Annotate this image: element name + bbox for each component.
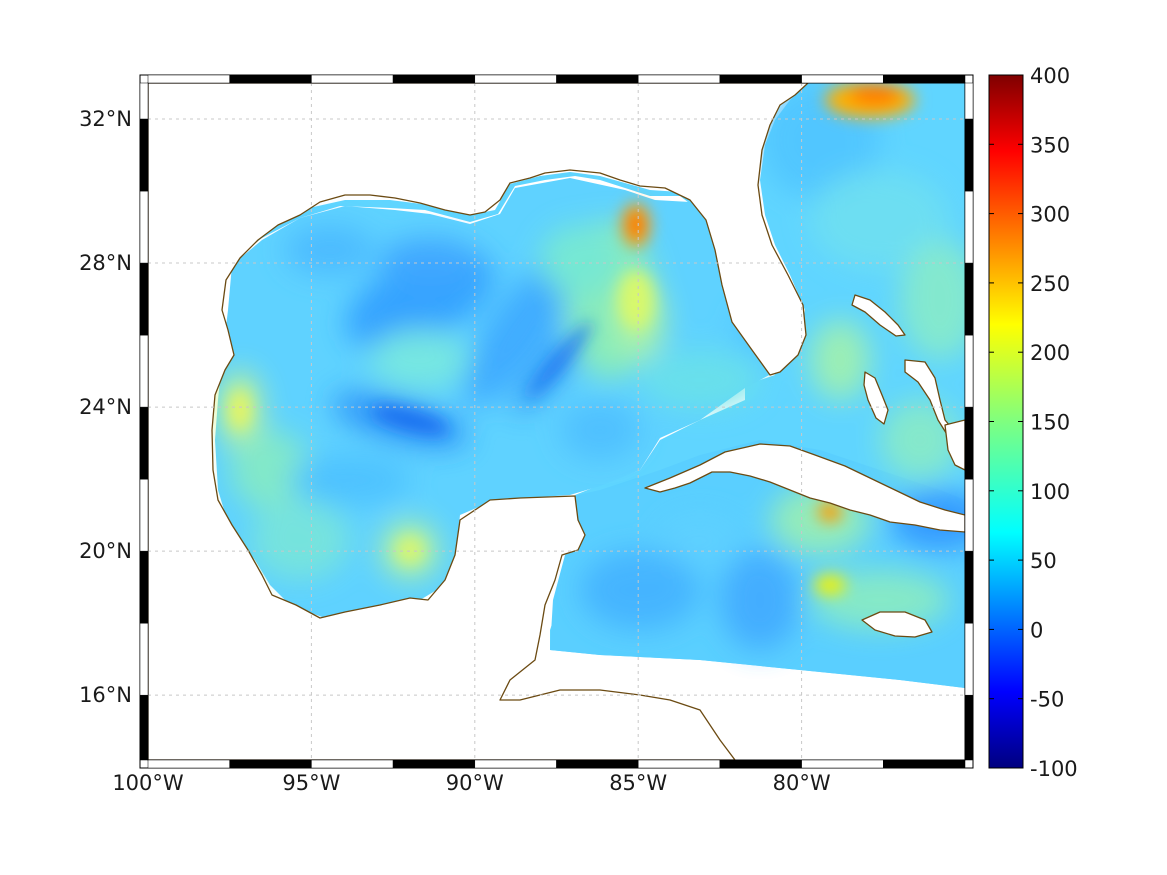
frame-bar-top xyxy=(392,74,476,84)
land-andros xyxy=(863,371,889,425)
frame-bar-bottom xyxy=(637,759,721,769)
land-abaco xyxy=(851,294,906,337)
land-jamaica xyxy=(861,611,933,638)
land-north-america xyxy=(148,83,809,760)
frame-bar-left xyxy=(139,478,149,552)
frame-bar-bottom xyxy=(801,759,884,769)
frame-bar-bottom xyxy=(883,759,966,769)
frame-bar-top xyxy=(556,74,639,84)
colorbar-tick-label: 400 xyxy=(1030,64,1070,88)
frame-bar-right xyxy=(964,550,974,624)
colorbar-tick-label: 200 xyxy=(1030,341,1070,365)
frame-bar-top xyxy=(147,74,230,84)
frame-bar-left xyxy=(139,334,149,408)
lon-tick-label: 100°W xyxy=(112,771,184,795)
frame-bar-right xyxy=(964,478,974,552)
frame-bar-top xyxy=(311,74,394,84)
frame-bar-bottom xyxy=(474,759,557,769)
frame-bar-top xyxy=(883,74,966,84)
colorbar-tick-label: -100 xyxy=(1030,757,1078,781)
frame-bar-top xyxy=(229,74,312,84)
colorbar-tick-label: 100 xyxy=(1030,480,1070,504)
frame-bar-left xyxy=(139,118,149,192)
lat-tick-label: 24°N xyxy=(79,395,132,419)
frame-bar-right xyxy=(964,262,974,336)
lat-tick-label: 16°N xyxy=(79,683,132,707)
latitude-tick-labels: 32°N 28°N 24°N 20°N 16°N xyxy=(79,107,132,707)
frame-bar-bottom xyxy=(719,759,802,769)
frame-bar-left xyxy=(139,694,149,761)
lon-tick-label: 95°W xyxy=(282,771,340,795)
colorbar: 400 350 300 250 200 150 100 50 0 -50 -100 xyxy=(988,64,1078,781)
frame-bar-bottom xyxy=(311,759,394,769)
land-cuba xyxy=(644,443,965,533)
frame-bar-right xyxy=(964,622,974,696)
frame-bar-bottom xyxy=(229,759,312,769)
frame-bar-left xyxy=(139,262,149,336)
colorbar-tick-label: 150 xyxy=(1030,411,1070,435)
colorbar-ramp xyxy=(988,74,1024,769)
lon-tick-label: 90°W xyxy=(446,771,504,795)
colorbar-tick-label: 250 xyxy=(1030,272,1070,296)
colorbar-tick-label: 50 xyxy=(1030,549,1057,573)
frame-bar-right xyxy=(964,82,974,120)
frame-bar-bottom xyxy=(147,759,230,769)
colorbar-ticks: 400 350 300 250 200 150 100 50 0 -50 -100 xyxy=(989,64,1078,781)
frame-bar-right xyxy=(964,406,974,480)
colorbar-tick-label: 350 xyxy=(1030,133,1070,157)
frame-bar-right xyxy=(964,334,974,408)
frame-bar-top xyxy=(719,74,802,84)
frame-bar-bottom xyxy=(556,759,639,769)
frame-bar-right xyxy=(964,694,974,761)
lat-tick-label: 32°N xyxy=(79,107,132,131)
frame-bar-left xyxy=(139,622,149,696)
colorbar-tick-label: -50 xyxy=(1030,688,1064,712)
frame-bar-top xyxy=(474,74,557,84)
lon-tick-label: 85°W xyxy=(609,771,667,795)
frame-bar-left xyxy=(139,550,149,624)
frame-bar-left xyxy=(139,82,149,120)
frame-bar-right xyxy=(964,190,974,264)
frame-bar-top xyxy=(801,74,884,84)
frame-bar-right xyxy=(964,118,974,192)
colorbar-tick-label: 0 xyxy=(1030,618,1043,642)
land-hispaniola xyxy=(944,419,965,471)
colorbar-tick-label: 300 xyxy=(1030,203,1070,227)
lon-tick-label: 80°W xyxy=(773,771,831,795)
longitude-tick-labels: 100°W 95°W 90°W 85°W 80°W xyxy=(112,771,831,795)
frame-bar-left xyxy=(139,406,149,480)
land-masses xyxy=(148,83,965,760)
lat-tick-label: 28°N xyxy=(79,251,132,275)
lat-tick-label: 20°N xyxy=(79,539,132,563)
frame-bar-left xyxy=(139,190,149,264)
frame-bar-top xyxy=(637,74,721,84)
frame-checker-bars xyxy=(139,74,974,769)
frame-bar-bottom xyxy=(392,759,476,769)
